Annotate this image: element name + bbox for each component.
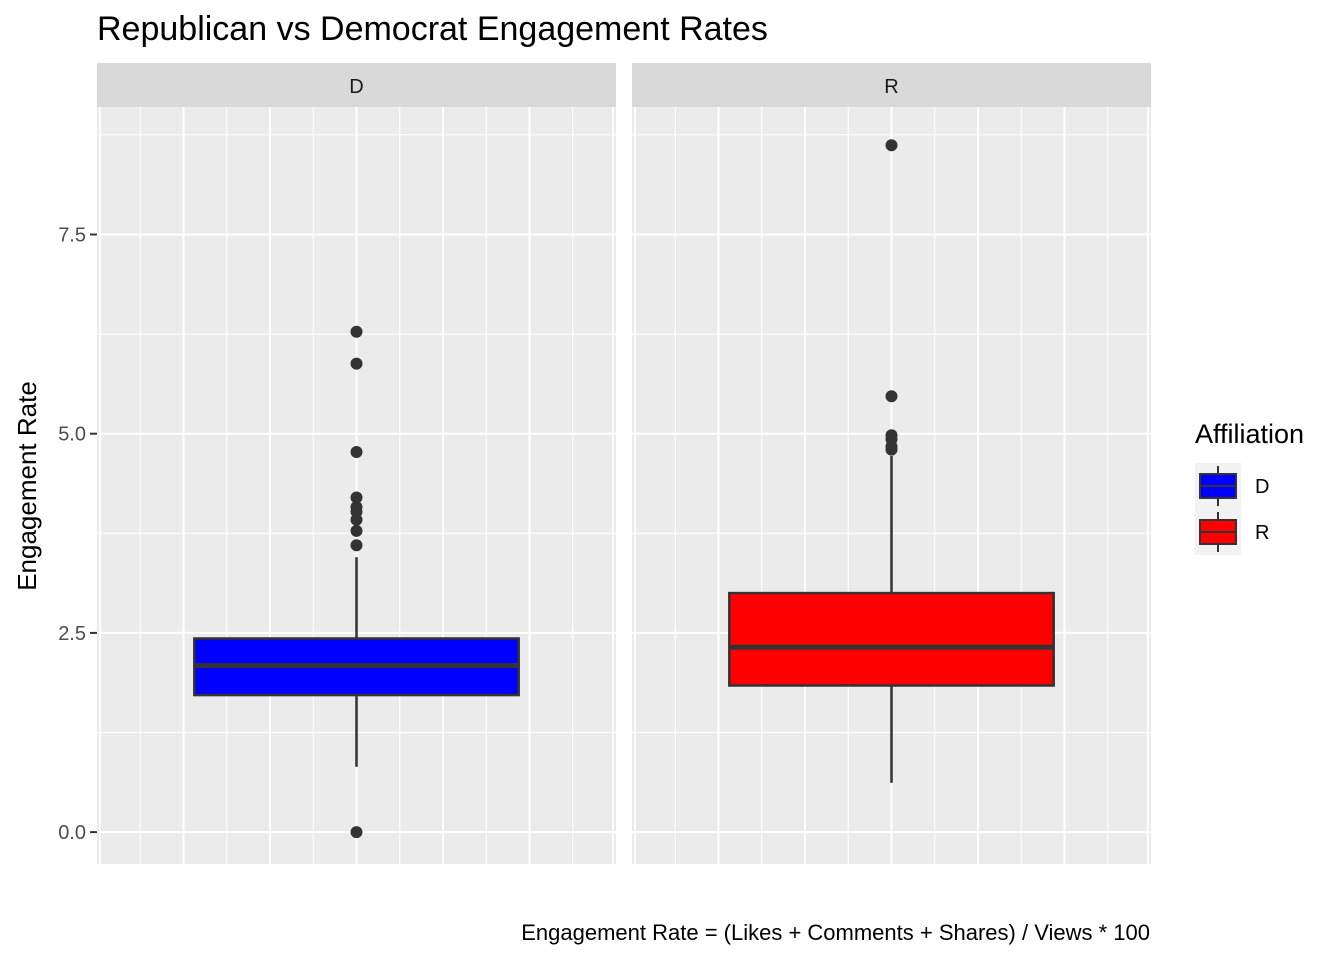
box-iqr (728, 591, 1055, 687)
outlier-point (350, 539, 363, 552)
legend-label-d: D (1255, 476, 1269, 498)
facet-strip-label-r: R (884, 76, 898, 98)
y-tick-label: 2.5 (58, 623, 86, 645)
outlier-point (885, 390, 898, 403)
chart-title: Republican vs Democrat Engagement Rates (97, 10, 768, 48)
chart-caption: Engagement Rate = (Likes + Comments + Sh… (521, 920, 1150, 945)
y-axis-label: Engagement Rate (12, 381, 42, 591)
facet-panel-d: D (97, 63, 616, 864)
facet-strip-d (97, 63, 616, 107)
y-tick-label: 7.5 (58, 224, 86, 246)
outlier-point (350, 357, 363, 370)
legend-label-r: R (1255, 522, 1269, 544)
outlier-point (350, 826, 363, 839)
outlier-point (885, 139, 898, 152)
facet-strip-r (632, 63, 1151, 107)
y-tick-label: 0.0 (58, 822, 86, 844)
grid-lines-r (632, 107, 1151, 864)
legend-title: Affiliation (1195, 419, 1304, 449)
y-tick-label: 5.0 (58, 424, 86, 446)
legend: Affiliation D R (1195, 419, 1304, 555)
box-d (193, 325, 520, 839)
y-axis: 0.0 2.5 5.0 7.5 (58, 224, 97, 844)
legend-keys (1199, 466, 1237, 552)
outlier-point (350, 325, 363, 338)
outlier-point (350, 491, 363, 504)
outlier-point (350, 501, 363, 514)
box-r (728, 139, 1055, 783)
facet-panel-r: R (632, 63, 1151, 864)
outlier-point (350, 446, 363, 459)
outlier-point (885, 429, 898, 442)
outlier-point (350, 524, 363, 537)
facet-strip-label-d: D (349, 76, 363, 98)
